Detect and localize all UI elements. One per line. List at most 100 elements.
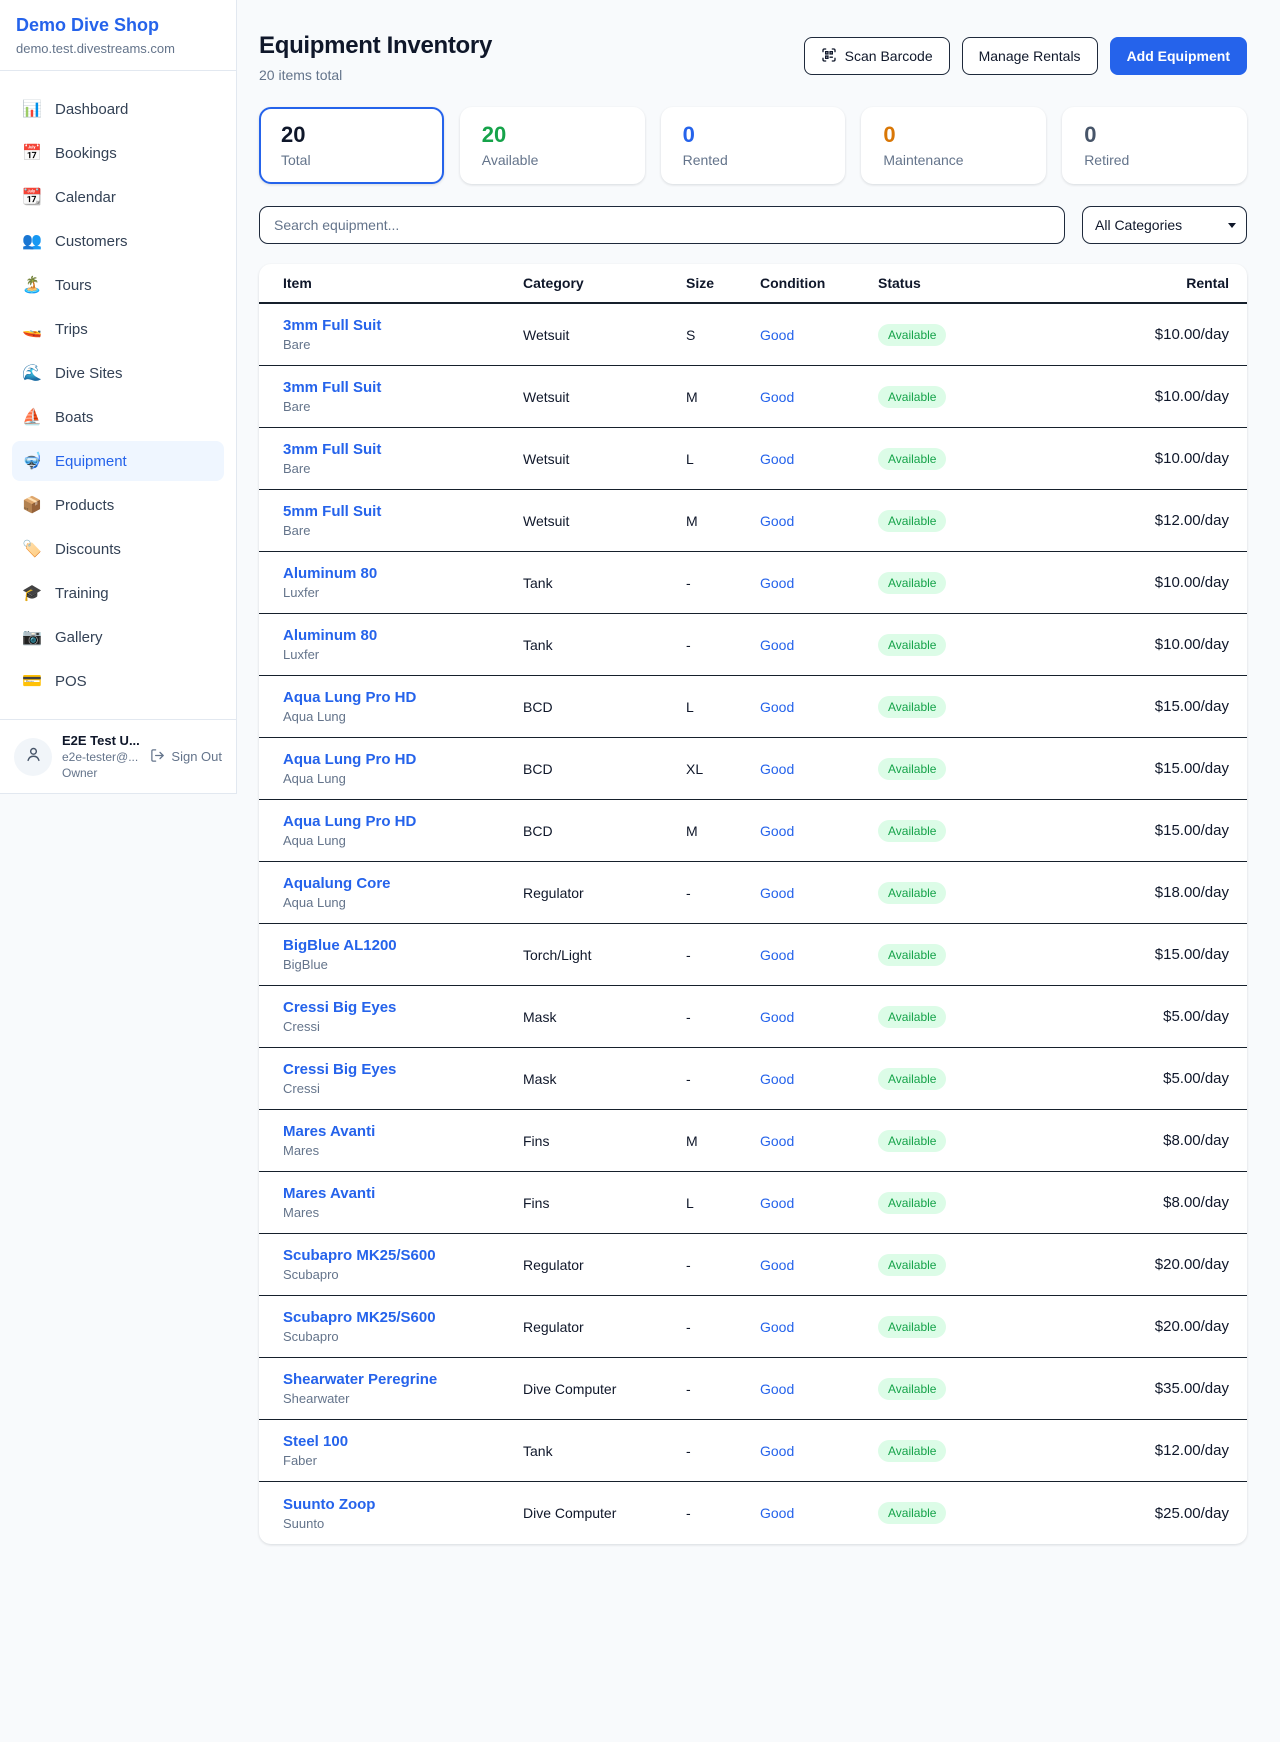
sidebar-item-pos[interactable]: 💳 POS (12, 661, 224, 701)
items-total-text: 20 items total (259, 67, 343, 83)
nav-item-icon: 📷 (22, 629, 42, 646)
item-link-aqua-lung-pro-hd[interactable]: Aqua Lung Pro HD (283, 689, 417, 706)
condition-link[interactable]: Good (760, 1070, 795, 1087)
item-brand: Suunto (283, 1515, 325, 1531)
sidebar-item-bookings[interactable]: 📅 Bookings (12, 133, 224, 173)
category-cell: Torch/Light (523, 946, 592, 963)
sidebar-item-calendar[interactable]: 📆 Calendar (12, 177, 224, 217)
table-body: 3mm Full Suit Bare Wetsuit S Good Availa… (259, 304, 1247, 1544)
rental-cell: $8.00/day (1163, 1194, 1229, 1211)
condition-link[interactable]: Good (760, 1194, 795, 1211)
size-cell: L (686, 450, 694, 467)
condition-link[interactable]: Good (760, 512, 795, 529)
sidebar-item-dive-sites[interactable]: 🌊 Dive Sites (12, 353, 224, 393)
sidebar-item-boats[interactable]: ⛵ Boats (12, 397, 224, 437)
item-link-steel-100[interactable]: Steel 100 (283, 1433, 349, 1450)
item-link-aluminum-80[interactable]: Aluminum 80 (283, 565, 378, 582)
condition-link[interactable]: Good (760, 1256, 795, 1273)
item-brand: Bare (283, 523, 311, 538)
item-link-mares-avanti[interactable]: Mares Avanti (283, 1185, 376, 1202)
status-badge: Available (878, 1253, 947, 1276)
stat-label: Available (481, 152, 539, 168)
item-link-3mm-full-suit[interactable]: 3mm Full Suit (283, 441, 382, 458)
condition-link[interactable]: Good (760, 1318, 795, 1335)
stat-card-available[interactable]: 20 Available (459, 107, 645, 184)
condition-link[interactable]: Good (760, 1505, 795, 1521)
item-link-aluminum-80[interactable]: Aluminum 80 (283, 627, 378, 644)
item-brand: Aqua Lung (283, 833, 346, 848)
condition-link[interactable]: Good (760, 1380, 795, 1397)
condition-link[interactable]: Good (760, 636, 795, 653)
item-link-aqua-lung-pro-hd[interactable]: Aqua Lung Pro HD (283, 813, 417, 830)
table-row: Cressi Big Eyes Cressi Mask - Good Avail… (259, 986, 1247, 1048)
table-row: 3mm Full Suit Bare Wetsuit L Good Availa… (259, 428, 1247, 490)
category-select[interactable]: All Categories (1082, 206, 1247, 244)
condition-link[interactable]: Good (760, 822, 795, 839)
item-link-3mm-full-suit[interactable]: 3mm Full Suit (283, 317, 382, 334)
stat-value: 0 (682, 122, 695, 147)
sidebar-item-gallery[interactable]: 📷 Gallery (12, 617, 224, 657)
condition-link[interactable]: Good (760, 574, 795, 591)
item-cell: 3mm Full Suit Bare (283, 441, 523, 476)
sign-out-label: Sign Out (171, 749, 222, 764)
column-header-item: Item (283, 275, 312, 291)
item-link-scubapro-mk25-s600[interactable]: Scubapro MK25/S600 (283, 1309, 436, 1326)
sign-out-button[interactable]: Sign Out (150, 748, 222, 766)
scan-barcode-button[interactable]: Scan Barcode (803, 37, 950, 75)
stat-card-rented[interactable]: 0 Rented (660, 107, 846, 184)
sidebar-item-training[interactable]: 🎓 Training (12, 573, 224, 613)
item-link-5mm-full-suit[interactable]: 5mm Full Suit (283, 503, 382, 520)
condition-link[interactable]: Good (760, 884, 795, 901)
add-equipment-button[interactable]: Add Equipment (1109, 37, 1247, 75)
nav-item-icon: 📆 (22, 189, 42, 206)
nav-item-icon: 🤿 (22, 453, 42, 470)
sidebar-item-products[interactable]: 📦 Products (12, 485, 224, 525)
item-link-cressi-big-eyes[interactable]: Cressi Big Eyes (283, 1061, 397, 1078)
rental-cell: $5.00/day (1163, 1008, 1229, 1025)
stat-card-retired[interactable]: 0 Retired (1062, 107, 1247, 184)
app-root: Demo Dive Shop demo.test.divestreams.com… (0, 0, 1247, 1544)
item-link-scubapro-mk25-s600[interactable]: Scubapro MK25/S600 (283, 1247, 436, 1264)
status-cell: Available (878, 1129, 1038, 1152)
item-link-aqua-lung-pro-hd[interactable]: Aqua Lung Pro HD (283, 751, 417, 768)
item-link-cressi-big-eyes[interactable]: Cressi Big Eyes (283, 999, 397, 1016)
item-link-suunto-zoop[interactable]: Suunto Zoop (283, 1495, 376, 1513)
item-link-aqualung-core[interactable]: Aqualung Core (283, 875, 391, 892)
condition-link[interactable]: Good (760, 388, 795, 405)
manage-rentals-button[interactable]: Manage Rentals (961, 37, 1098, 75)
status-cell: Available (878, 447, 1038, 470)
condition-link[interactable]: Good (760, 1132, 795, 1149)
nav-item-label: Bookings (55, 144, 117, 162)
condition-link[interactable]: Good (760, 450, 795, 467)
status-cell: Available (878, 1253, 1038, 1276)
sidebar-item-dashboard[interactable]: 📊 Dashboard (12, 89, 224, 129)
sidebar-item-customers[interactable]: 👥 Customers (12, 221, 224, 261)
item-link-shearwater-peregrine[interactable]: Shearwater Peregrine (283, 1371, 438, 1388)
table-row: Aqua Lung Pro HD Aqua Lung BCD M Good Av… (259, 800, 1247, 862)
stat-card-maintenance[interactable]: 0 Maintenance (861, 107, 1047, 184)
brand-title[interactable]: Demo Dive Shop (16, 15, 160, 35)
sidebar-item-tours[interactable]: 🏝️ Tours (12, 265, 224, 305)
condition-link[interactable]: Good (760, 1008, 795, 1025)
sidebar-item-discounts[interactable]: 🏷️ Discounts (12, 529, 224, 569)
condition-link[interactable]: Good (760, 326, 795, 343)
size-cell: - (686, 574, 691, 591)
condition-link[interactable]: Good (760, 760, 795, 777)
sidebar-nav: 📊 Dashboard 📅 Bookings 📆 Calendar 👥 Cust… (0, 71, 236, 719)
condition-link[interactable]: Good (760, 946, 795, 963)
status-cell: Available (878, 1067, 1038, 1090)
item-link-3mm-full-suit[interactable]: 3mm Full Suit (283, 379, 382, 396)
item-link-bigblue-al1200[interactable]: BigBlue AL1200 (283, 937, 397, 954)
user-name: E2E Test U... (62, 733, 140, 748)
manage-rentals-label: Manage Rentals (978, 48, 1081, 64)
sidebar-item-trips[interactable]: 🚤 Trips (12, 309, 224, 349)
status-badge: Available (878, 633, 947, 656)
item-link-mares-avanti[interactable]: Mares Avanti (283, 1123, 376, 1140)
condition-link[interactable]: Good (760, 1442, 795, 1459)
sidebar-item-equipment[interactable]: 🤿 Equipment (12, 441, 224, 481)
stat-card-total[interactable]: 20 Total (259, 107, 444, 184)
category-cell: BCD (523, 698, 553, 715)
status-badge: Available (878, 323, 947, 346)
search-input[interactable] (259, 206, 1065, 244)
condition-link[interactable]: Good (760, 698, 795, 715)
